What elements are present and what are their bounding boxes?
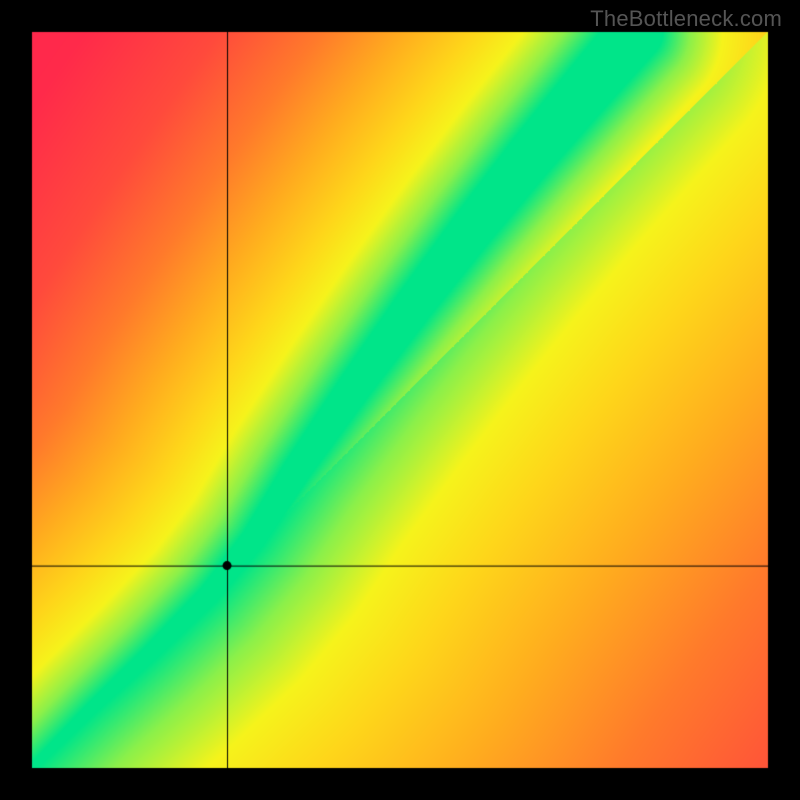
heatmap-canvas xyxy=(0,0,800,800)
plot-container xyxy=(0,0,800,800)
watermark-text: TheBottleneck.com xyxy=(590,6,782,32)
